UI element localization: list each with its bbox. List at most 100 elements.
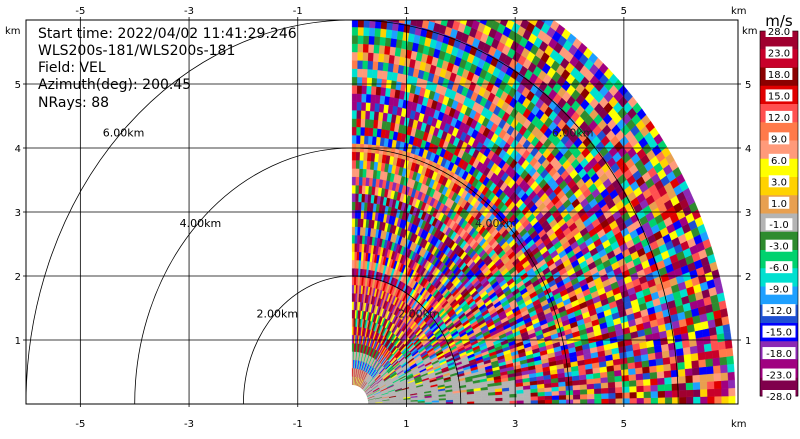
velocity-gate xyxy=(552,391,559,396)
velocity-gate xyxy=(601,377,608,383)
velocity-gate xyxy=(357,69,362,78)
y-tick-label-right: 3 xyxy=(745,208,751,219)
velocity-gate xyxy=(580,389,587,394)
velocity-gate xyxy=(718,341,726,350)
velocity-gate xyxy=(594,394,601,399)
velocity-gate xyxy=(517,400,524,404)
velocity-gate xyxy=(358,27,364,35)
velocity-gate xyxy=(362,185,366,194)
velocity-gate xyxy=(699,367,707,375)
velocity-gate xyxy=(722,316,730,325)
velocity-gate xyxy=(700,397,707,405)
velocity-gate xyxy=(521,1,530,12)
velocity-gate xyxy=(679,390,686,397)
colorbar-label: 9.0 xyxy=(771,134,787,145)
velocity-gate xyxy=(357,52,363,60)
velocity-gate xyxy=(601,393,608,399)
velocity-gate xyxy=(470,1,478,11)
velocity-gate xyxy=(354,268,356,276)
velocity-gate xyxy=(467,0,476,1)
range-ring-label-left: 4.00km xyxy=(180,217,222,230)
velocity-gate xyxy=(642,360,650,367)
velocity-gate xyxy=(352,227,355,235)
velocity-gate xyxy=(510,397,517,401)
velocity-gate xyxy=(720,357,728,366)
velocity-gate xyxy=(500,0,509,8)
velocity-gate xyxy=(545,400,552,404)
velocity-gate xyxy=(587,394,594,399)
velocity-gate xyxy=(368,53,374,62)
velocity-gate xyxy=(479,0,488,7)
velocity-gate xyxy=(352,318,353,326)
velocity-gate xyxy=(496,398,503,401)
velocity-gate xyxy=(710,334,718,343)
velocity-gate xyxy=(693,397,700,404)
velocity-gate xyxy=(720,365,728,374)
velocity-gate xyxy=(391,30,398,39)
velocity-gate xyxy=(686,383,693,391)
velocity-gate xyxy=(354,277,356,285)
velocity-gate xyxy=(363,161,367,170)
velocity-gate xyxy=(663,357,671,365)
velocity-gate xyxy=(369,111,374,120)
colorbar-label: -18.0 xyxy=(766,349,792,360)
velocity-gate xyxy=(727,356,734,365)
velocity-gate xyxy=(431,5,439,15)
velocity-gate xyxy=(704,343,712,352)
velocity-gate xyxy=(354,285,356,293)
x-tick-label-bottom: 1 xyxy=(403,419,409,430)
velocity-gate xyxy=(677,355,685,363)
velocity-gate xyxy=(352,169,356,177)
velocity-gate xyxy=(657,371,665,378)
velocity-gate xyxy=(715,396,722,404)
velocity-gate xyxy=(629,380,636,386)
velocity-gate xyxy=(352,52,357,60)
velocity-gate xyxy=(358,35,364,44)
velocity-gate xyxy=(649,359,657,366)
velocity-gate xyxy=(378,62,384,71)
velocity-gate xyxy=(365,177,369,186)
velocity-gate xyxy=(601,388,608,394)
velocity-gate xyxy=(355,194,358,202)
velocity-gate xyxy=(488,10,497,21)
velocity-gate xyxy=(686,390,693,397)
velocity-gate xyxy=(358,2,364,11)
velocity-gate xyxy=(381,79,387,88)
y-tick-label-right: 1 xyxy=(745,336,751,347)
velocity-gate xyxy=(373,128,378,137)
velocity-gate xyxy=(531,392,538,396)
velocity-gate xyxy=(360,127,364,136)
colorbar-unit: m/s xyxy=(765,12,793,30)
velocity-gate xyxy=(380,87,386,96)
velocity-gate xyxy=(580,399,587,404)
velocity-gate xyxy=(355,185,358,193)
velocity-gate xyxy=(573,394,580,399)
velocity-gate xyxy=(352,252,354,260)
velocity-gate xyxy=(360,152,364,161)
velocity-gate xyxy=(367,77,372,86)
velocity-gate xyxy=(677,362,685,370)
velocity-gate xyxy=(352,277,354,285)
velocity-gate xyxy=(656,358,664,365)
velocity-gate xyxy=(725,340,732,349)
y-tick-label-left: 1 xyxy=(15,336,21,347)
velocity-gate xyxy=(352,0,358,2)
velocity-gate xyxy=(356,268,358,276)
velocity-gate xyxy=(533,8,542,19)
velocity-gate xyxy=(692,367,700,375)
velocity-gate xyxy=(374,28,380,37)
velocity-gate xyxy=(389,47,395,56)
velocity-gate xyxy=(587,389,594,394)
velocity-gate xyxy=(664,370,672,377)
velocity-gate xyxy=(664,377,671,384)
velocity-gate xyxy=(719,349,727,358)
velocity-gate xyxy=(467,399,474,402)
velocity-gate xyxy=(379,45,385,54)
velocity-gate xyxy=(642,366,650,373)
velocity-gate xyxy=(601,382,608,388)
colorbar-label: -28.0 xyxy=(766,392,792,403)
velocity-gate xyxy=(524,400,531,404)
velocity-gate xyxy=(395,0,402,6)
velocity-gate xyxy=(552,387,559,392)
velocity-gate xyxy=(432,0,440,7)
